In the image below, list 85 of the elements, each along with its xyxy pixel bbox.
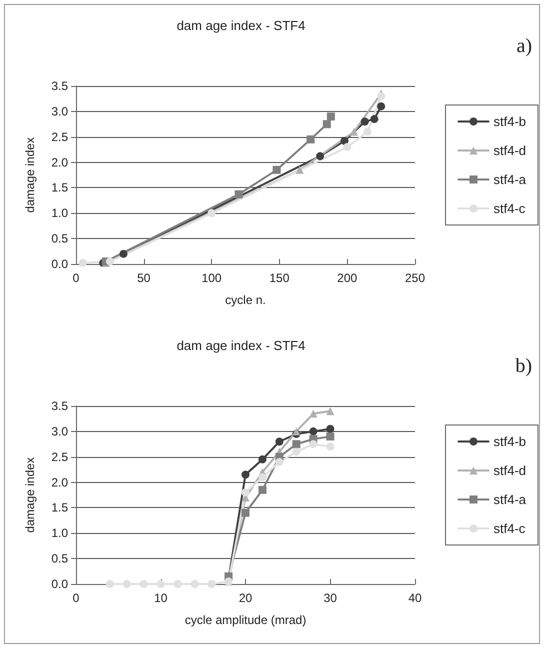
legend-label: stf4-b [493,434,526,449]
legend-label: stf4-b [493,114,526,129]
legend-label: stf4-c [493,201,526,216]
point [78,258,87,267]
point [275,458,284,466]
y-tick-label: 1.0 [51,206,68,220]
point [122,580,131,588]
y-tick-label: 3.5 [51,79,68,93]
y-tick-label: 0.0 [51,257,68,271]
point [326,442,334,451]
point [326,112,335,121]
point [174,580,182,588]
point [272,166,281,174]
x-tick-label: 30 [324,591,338,605]
point [364,128,372,136]
x-tick-label: 40 [408,591,422,605]
point [296,166,304,174]
legend-label: stf4-a [493,172,527,187]
y-tick-label: 1.5 [51,500,68,515]
point [275,438,284,446]
y-tick-label: 3.0 [51,104,68,118]
y-tick-label: 3.0 [51,424,68,438]
point [292,427,300,436]
y-tick-label: 0.5 [51,552,68,566]
x-tick-label: 50 [137,271,151,285]
point [360,118,369,126]
point [377,102,386,110]
point [326,424,334,433]
point [292,448,300,456]
point [258,473,266,482]
point [258,486,266,494]
y-axis-title: damage index [23,457,37,533]
point [326,407,334,416]
x-tick-label: 250 [404,271,426,285]
x-tick-label: 20 [238,591,252,605]
y-tick-label: 3.5 [51,399,68,413]
x-tick-label: 0 [72,591,80,605]
y-tick-label: 2.5 [51,450,68,464]
chart-title: dam age index - STF4 [176,338,306,353]
y-tick-label: 2.0 [51,155,68,170]
point [326,432,334,441]
point [340,136,348,145]
point [322,120,331,128]
point [370,115,378,124]
point [343,143,352,152]
point [242,508,250,517]
y-tick-label: 2.5 [51,130,68,144]
point [119,250,128,258]
point [350,128,358,136]
point [234,190,243,198]
x-axis-title: cycle n. [225,293,266,307]
point [309,440,318,448]
y-axis-title: damage index [23,137,37,213]
y-tick-label: 1.0 [51,526,68,540]
text: b) [515,355,532,377]
point [156,580,165,588]
text: a) [516,35,532,57]
point [208,209,216,218]
point [242,488,250,496]
x-tick-label: 150 [269,271,290,285]
legend-label: stf4-d [493,143,526,158]
x-tick-label: 0 [72,271,80,285]
point [106,257,114,266]
chart-title: dam age index - STF4 [176,18,306,33]
y-tick-label: 0.0 [51,577,68,591]
point [190,580,199,588]
legend-label: stf4-c [493,521,526,536]
point [106,580,114,588]
x-tick-label: 200 [337,271,358,285]
point [309,427,318,436]
point [140,580,148,588]
point [292,440,300,448]
x-axis-title: cycle amplitude (mrad) [184,613,306,627]
y-tick-label: 0.5 [51,232,68,246]
y-tick-label: 1.5 [51,180,68,195]
point [242,470,250,479]
x-tick-label: 10 [154,591,168,605]
x-tick-label: 100 [202,271,222,285]
y-tick-label: 2.0 [51,475,68,490]
point [306,135,315,144]
point [258,455,266,464]
point [208,580,216,588]
legend-label: stf4-d [493,463,526,478]
legend-label: stf4-a [493,492,527,507]
point [316,152,324,160]
